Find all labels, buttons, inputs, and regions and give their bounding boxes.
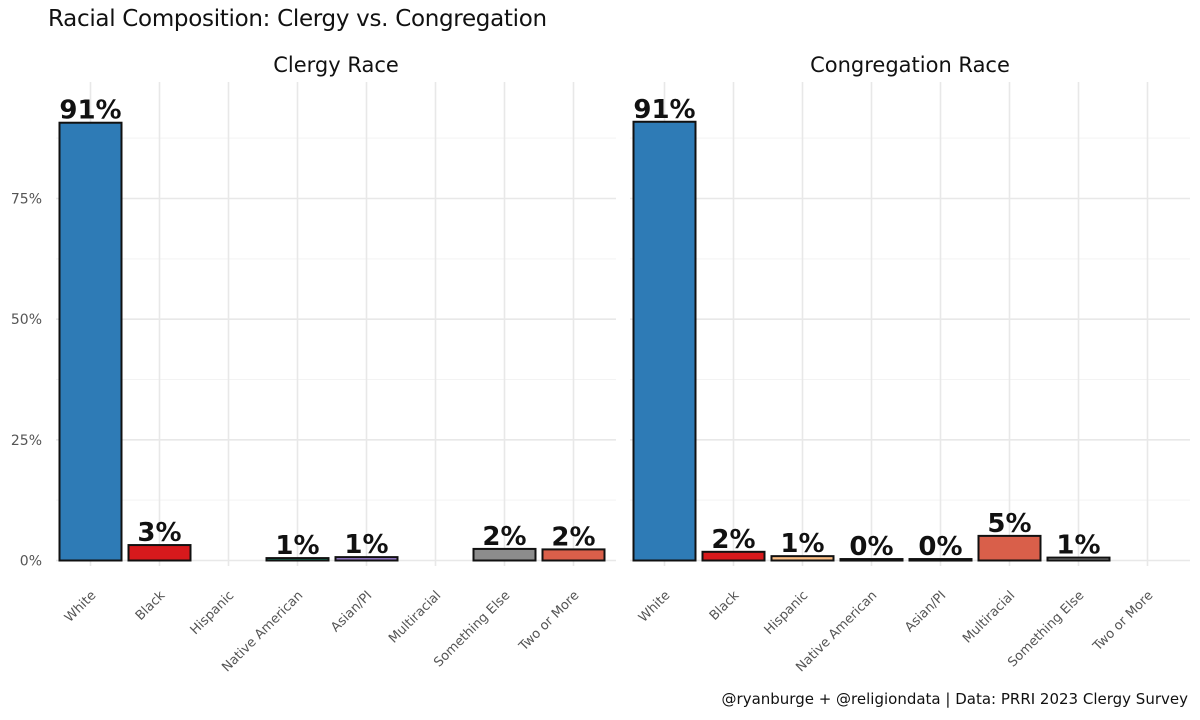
x-tick-label-hispanic: Hispanic xyxy=(188,588,238,638)
x-tick-label-asian-pi: Asian/PI xyxy=(328,588,375,635)
bar-label-something-else: 2% xyxy=(482,522,526,552)
bar-label-hispanic: 1% xyxy=(780,529,824,559)
bar-asian-pi xyxy=(908,558,973,562)
x-tick-label-multiracial: Multiracial xyxy=(386,588,444,646)
bar-label-black: 3% xyxy=(137,518,181,548)
bar-label-black: 2% xyxy=(711,525,755,555)
x-tick-label-two-or-more: Two or More xyxy=(1090,588,1157,655)
facet-title: Congregation Race xyxy=(810,53,1010,77)
y-tick-label: 0% xyxy=(20,554,42,570)
x-tick-label-something-else: Something Else xyxy=(431,588,513,670)
x-tick-label-black: Black xyxy=(133,588,169,624)
bar-asian-pi xyxy=(334,556,399,562)
bar-label-white: 91% xyxy=(59,96,121,126)
bar-multiracial xyxy=(977,534,1042,562)
x-tick-label-two-or-more: Two or More xyxy=(516,588,583,655)
bar-label-something-else: 1% xyxy=(1056,531,1100,561)
bar-native-american xyxy=(265,557,330,562)
bar-white xyxy=(58,121,123,562)
bar-label-native-american: 1% xyxy=(275,531,319,561)
chart-caption: @ryanburge + @religiondata | Data: PRRI … xyxy=(721,690,1188,708)
bar-black xyxy=(127,544,192,562)
y-tick-label: 50% xyxy=(11,312,42,328)
x-tick-label-white: White xyxy=(62,588,99,625)
x-tick-label-something-else: Something Else xyxy=(1005,588,1087,670)
bar-label-white: 91% xyxy=(633,95,695,125)
y-tick-label: 75% xyxy=(11,192,42,208)
x-tick-label-multiracial: Multiracial xyxy=(960,588,1018,646)
x-tick-label-hispanic: Hispanic xyxy=(762,588,812,638)
x-tick-label-asian-pi: Asian/PI xyxy=(902,588,949,635)
facet-title: Clergy Race xyxy=(273,53,399,77)
x-tick-label-white: White xyxy=(636,588,673,625)
bar-label-native-american: 0% xyxy=(849,532,893,562)
bar-something-else xyxy=(472,547,537,562)
chart-title: Racial Composition: Clergy vs. Congregat… xyxy=(48,6,547,32)
bar-black xyxy=(701,550,766,562)
x-tick-label-black: Black xyxy=(707,588,743,624)
bar-native-american xyxy=(839,558,904,562)
bar-white xyxy=(632,120,697,562)
bar-two-or-more xyxy=(541,548,606,562)
y-tick-label: 25% xyxy=(11,433,42,449)
bar-label-multiracial: 5% xyxy=(987,509,1031,539)
bar-label-two-or-more: 2% xyxy=(551,522,595,552)
bar-label-asian-pi: 1% xyxy=(344,530,388,560)
bar-hispanic xyxy=(770,555,835,562)
bar-label-asian-pi: 0% xyxy=(918,532,962,562)
bar-something-else xyxy=(1046,556,1111,562)
